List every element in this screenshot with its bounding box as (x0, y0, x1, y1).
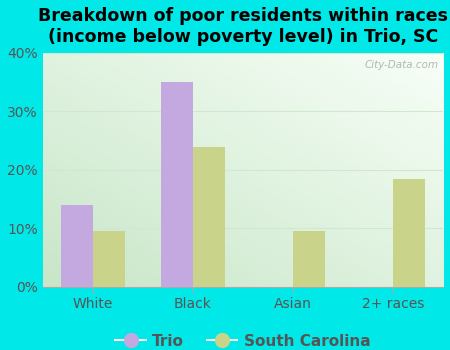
Bar (393, 179, 425, 287)
Title: Breakdown of poor residents within races
(income below poverty level) in Trio, S: Breakdown of poor residents within races… (38, 7, 448, 46)
Legend: Trio, South Carolina: Trio, South Carolina (109, 327, 376, 350)
Bar (293, 231, 325, 287)
Bar (93, 231, 125, 287)
Bar (61, 205, 93, 287)
Bar (193, 147, 225, 287)
Text: City-Data.com: City-Data.com (365, 60, 439, 70)
Bar (161, 82, 193, 287)
